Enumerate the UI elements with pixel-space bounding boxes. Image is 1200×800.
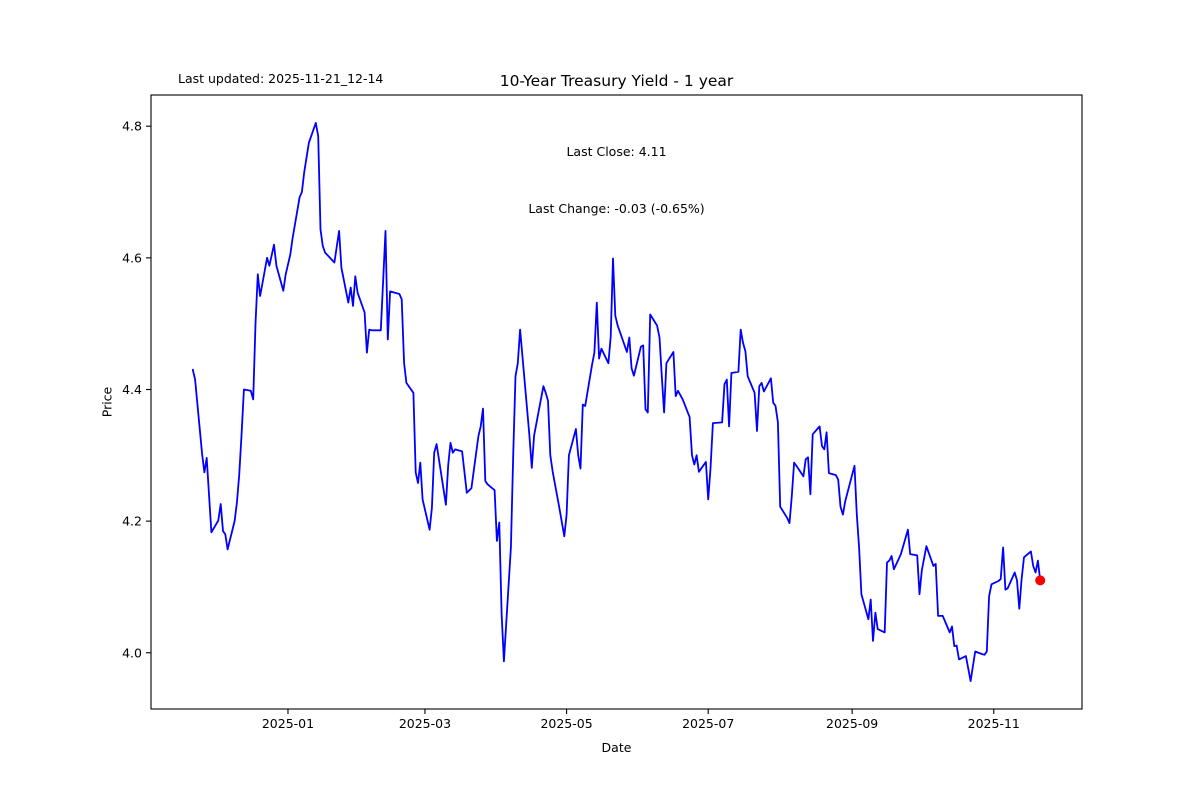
x-tick-label: 2025-05: [540, 716, 592, 731]
x-tick-label: 2025-07: [682, 716, 734, 731]
last-updated-text: Last updated: 2025-11-21_12-14: [178, 71, 384, 86]
x-tick-label: 2025-09: [826, 716, 878, 731]
y-tick-label: 4.0: [122, 645, 142, 660]
y-tick-label: 4.2: [122, 514, 142, 529]
x-tick-label: 2025-01: [262, 716, 314, 731]
plot-frame: [150, 94, 1083, 710]
x-tick-label: 2025-11: [968, 716, 1020, 731]
x-axis-label: Date: [601, 740, 632, 755]
chart-title: 10-Year Treasury Yield - 1 year: [499, 72, 734, 90]
yield-line-series: [191, 122, 1042, 682]
last-close-marker: [1035, 575, 1046, 586]
y-axis-label: Price: [99, 386, 115, 418]
y-tick-label: 4.6: [122, 250, 142, 265]
x-tick-label: 2025-03: [399, 716, 451, 731]
subtitle-last-close: Last Close: 4.11: [566, 144, 667, 159]
subtitle-last-change: Last Change: -0.03 (-0.65%): [528, 201, 705, 216]
chart-subtitle: Last Close: 4.11 Last Change: -0.03 (-0.…: [151, 104, 1082, 256]
y-tick-label: 4.8: [122, 119, 142, 134]
y-tick-label: 4.4: [122, 382, 142, 397]
